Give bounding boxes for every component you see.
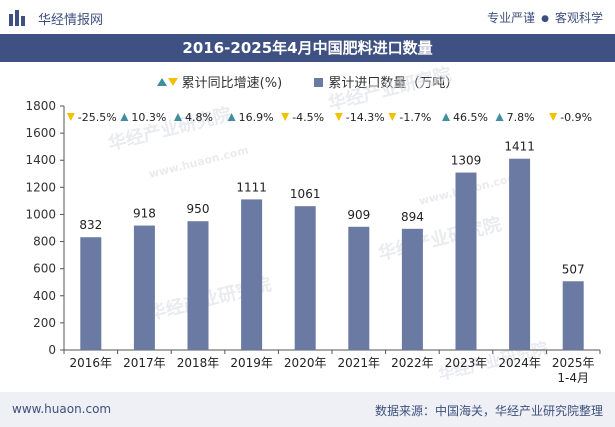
bar — [80, 237, 102, 350]
y-tick-label: 1200 — [25, 180, 56, 194]
growth-rate-label: 10.3% — [131, 111, 166, 124]
bar-value-label: 909 — [347, 208, 370, 222]
footer-website: www.huaon.com — [12, 402, 112, 416]
growth-down-marker — [66, 113, 75, 121]
x-tick-label: 2021年 — [338, 356, 381, 370]
bar-value-label: 950 — [187, 202, 210, 216]
top-bar: 华经情报网 专业严谨 ● 客观科学 — [0, 0, 615, 34]
y-tick-label: 600 — [33, 262, 56, 276]
growth-down-marker — [388, 113, 397, 121]
square-icon — [314, 78, 324, 87]
slogan-tags: 专业严谨 ● 客观科学 — [487, 9, 603, 26]
y-tick-label: 1000 — [25, 207, 56, 221]
y-tick-label: 200 — [33, 316, 56, 330]
y-tick-label: 1400 — [25, 153, 56, 167]
growth-rate-label: 46.5% — [453, 111, 488, 124]
legend-quantity: 累计进口数量（万吨） — [314, 72, 458, 91]
x-tick-label: 2024年 — [498, 356, 541, 370]
x-tick-label: 1-4月 — [557, 371, 589, 385]
growth-up-marker — [442, 113, 450, 121]
y-tick-label: 400 — [33, 289, 56, 303]
y-tick-label: 0 — [48, 343, 56, 357]
bar — [509, 158, 531, 350]
x-tick-label: 2020年 — [284, 356, 327, 370]
growth-rate-label: -4.5% — [292, 111, 324, 124]
legend-quantity-label: 累计进口数量（万吨） — [328, 76, 459, 91]
bar-value-label: 1061 — [290, 187, 321, 201]
bar-value-label: 507 — [562, 262, 585, 276]
bar — [187, 221, 209, 350]
growth-down-marker — [549, 113, 558, 121]
tag-objective: 客观科学 — [554, 11, 603, 25]
growth-down-marker — [334, 113, 343, 121]
growth-up-marker — [495, 113, 504, 121]
watermark-text: 华经产业研究院 — [106, 103, 234, 155]
growth-up-marker — [227, 113, 236, 121]
logo-bars-icon — [9, 10, 25, 26]
triangle-down-icon — [167, 78, 178, 86]
growth-rate-label: -0.9% — [560, 111, 592, 124]
tag-professional: 专业严谨 — [487, 11, 536, 25]
growth-rate-label: 16.9% — [239, 111, 274, 124]
chart-title: 2016-2025年4月中国肥料进口数量 — [0, 34, 615, 62]
bar-chart: 华经产业研究院华经产业研究院华经产业研究院华经产业研究院华经产业研究院www.h… — [25, 63, 601, 385]
bar — [562, 281, 584, 350]
growth-rate-label: -1.7% — [399, 111, 431, 124]
legend: 累计同比增速(%) 累计进口数量（万吨） — [0, 72, 615, 91]
growth-up-marker — [174, 113, 182, 121]
brand-name: 华经情报网 — [38, 13, 104, 28]
bar — [133, 225, 155, 350]
x-tick-label: 2023年 — [445, 356, 488, 370]
footer: www.huaon.com 数据来源：中国海关，华经产业研究院整理 — [0, 392, 615, 427]
tag-separator-icon: ● — [541, 14, 549, 24]
x-tick-label: 2017年 — [123, 356, 166, 370]
bar-value-label: 1411 — [504, 140, 535, 154]
bar-value-label: 894 — [401, 210, 424, 224]
triangle-up-icon — [156, 78, 167, 86]
legend-growth-label: 累计同比增速(%) — [181, 76, 283, 91]
bar — [294, 206, 316, 350]
bar-value-label: 1111 — [236, 180, 267, 194]
x-tick-label: 2019年 — [230, 356, 273, 370]
watermark-url: www.huaon.com — [148, 144, 250, 181]
bar — [348, 226, 370, 350]
bar — [401, 228, 423, 350]
growth-rate-label: -14.3% — [346, 111, 385, 124]
bar-value-label: 1309 — [451, 154, 482, 168]
y-tick-label: 800 — [33, 235, 56, 249]
growth-rate-label: 7.8% — [507, 111, 535, 124]
x-tick-label: 2018年 — [177, 356, 220, 370]
x-tick-label: 2022年 — [391, 356, 434, 370]
legend-growth: 累计同比增速(%) — [156, 72, 283, 91]
x-tick-label: 2016年 — [70, 356, 113, 370]
watermark-text: 华经产业研究院 — [376, 213, 504, 265]
y-tick-label: 1600 — [25, 126, 56, 140]
x-tick-label: 2025年 — [552, 356, 595, 370]
bar — [241, 199, 263, 350]
growth-rate-label: 4.8% — [185, 111, 213, 124]
bar-value-label: 832 — [79, 218, 102, 232]
footer-source: 数据来源：中国海关，华经产业研究院整理 — [374, 404, 603, 418]
bar — [455, 172, 477, 350]
growth-down-marker — [281, 113, 290, 121]
growth-up-marker — [120, 113, 129, 121]
bar-value-label: 918 — [133, 207, 156, 221]
growth-rate-label: -25.5% — [78, 111, 117, 124]
watermark-text: 华经产业研究院 — [326, 63, 454, 115]
y-tick-label: 1800 — [25, 99, 56, 113]
